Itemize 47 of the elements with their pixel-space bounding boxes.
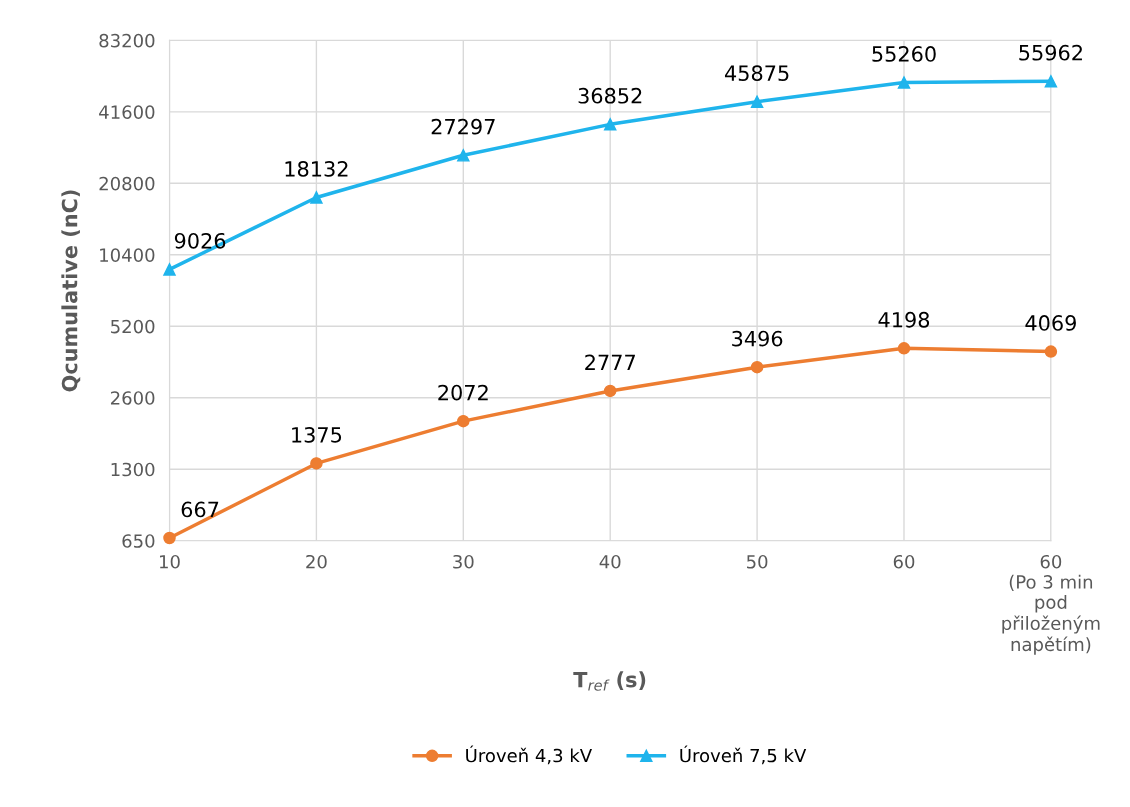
legend-label: Úroveň 7,5 kV bbox=[680, 745, 807, 765]
x-tick-label: 50 bbox=[747, 554, 768, 569]
point bbox=[897, 342, 911, 355]
point bbox=[163, 263, 176, 276]
y-tick-label: 5200 bbox=[111, 319, 155, 334]
data-label: 4069 bbox=[1025, 315, 1076, 331]
y-tick-label: 10400 bbox=[100, 248, 155, 262]
data-label: 9026 bbox=[174, 232, 226, 249]
y-tick-label: 83200 bbox=[99, 33, 155, 48]
point bbox=[603, 384, 617, 398]
data-label: 45875 bbox=[724, 65, 789, 82]
point bbox=[897, 76, 911, 89]
point bbox=[310, 191, 323, 204]
point bbox=[163, 531, 176, 545]
point bbox=[603, 118, 617, 131]
data-label: 667 bbox=[181, 501, 219, 518]
x-tick-label: 20 bbox=[306, 554, 327, 569]
data-label: 1375 bbox=[292, 426, 342, 443]
data-label: 2777 bbox=[585, 354, 635, 370]
data-label: 55962 bbox=[1019, 44, 1082, 61]
y-tick-label: 650 bbox=[122, 534, 155, 548]
point bbox=[1044, 74, 1058, 88]
y-tick-label: 41600 bbox=[99, 105, 155, 119]
x-tick-label: 40 bbox=[599, 554, 621, 569]
x-tick-label: 10 bbox=[160, 554, 180, 569]
data-label: 55260 bbox=[872, 46, 936, 62]
data-label: 27297 bbox=[431, 118, 495, 135]
data-label: 2072 bbox=[438, 384, 488, 401]
x-tick-label: 30 bbox=[453, 554, 474, 569]
data-label: 3496 bbox=[732, 330, 783, 347]
point bbox=[457, 149, 470, 162]
y-tick-label: 2600 bbox=[110, 391, 155, 405]
data-label: 36852 bbox=[578, 87, 642, 104]
legend-label: Úroveň 4,3 kV bbox=[466, 745, 592, 765]
x-tick-label: 60 (Po 3 min pod přiloženým napětím) bbox=[1002, 554, 1100, 655]
y-tick-label: 20800 bbox=[99, 176, 155, 191]
x-tick-label: 60 bbox=[893, 554, 915, 569]
data-label: 4198 bbox=[878, 311, 930, 328]
point bbox=[750, 95, 764, 108]
y-axis-title: Qcumulative (nC) bbox=[61, 190, 81, 392]
point bbox=[310, 457, 323, 470]
point bbox=[750, 360, 764, 374]
point bbox=[1044, 345, 1058, 358]
data-label: 18132 bbox=[285, 161, 348, 177]
x-axis-title: T$_{ref}$ (s) bbox=[573, 671, 646, 691]
y-tick-label: 1300 bbox=[111, 462, 155, 477]
point bbox=[457, 414, 470, 428]
